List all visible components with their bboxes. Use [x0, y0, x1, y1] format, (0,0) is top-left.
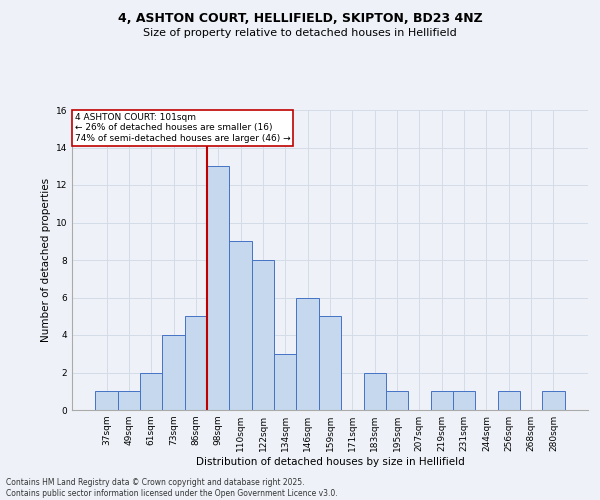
- Text: Contains HM Land Registry data © Crown copyright and database right 2025.
Contai: Contains HM Land Registry data © Crown c…: [6, 478, 338, 498]
- Bar: [163, 335, 185, 410]
- Bar: [274, 354, 296, 410]
- Text: Size of property relative to detached houses in Hellifield: Size of property relative to detached ho…: [143, 28, 457, 38]
- Bar: [386, 391, 408, 410]
- Bar: [118, 391, 140, 410]
- X-axis label: Distribution of detached houses by size in Hellifield: Distribution of detached houses by size …: [196, 457, 464, 467]
- Text: 4, ASHTON COURT, HELLIFIELD, SKIPTON, BD23 4NZ: 4, ASHTON COURT, HELLIFIELD, SKIPTON, BD…: [118, 12, 482, 26]
- Bar: [364, 372, 386, 410]
- Bar: [319, 316, 341, 410]
- Text: 4 ASHTON COURT: 101sqm
← 26% of detached houses are smaller (16)
74% of semi-det: 4 ASHTON COURT: 101sqm ← 26% of detached…: [74, 113, 290, 143]
- Bar: [296, 298, 319, 410]
- Bar: [431, 391, 453, 410]
- Bar: [497, 391, 520, 410]
- Bar: [542, 391, 565, 410]
- Bar: [185, 316, 207, 410]
- Bar: [453, 391, 475, 410]
- Bar: [95, 391, 118, 410]
- Bar: [140, 372, 163, 410]
- Y-axis label: Number of detached properties: Number of detached properties: [41, 178, 52, 342]
- Bar: [229, 242, 252, 410]
- Bar: [207, 166, 229, 410]
- Bar: [252, 260, 274, 410]
